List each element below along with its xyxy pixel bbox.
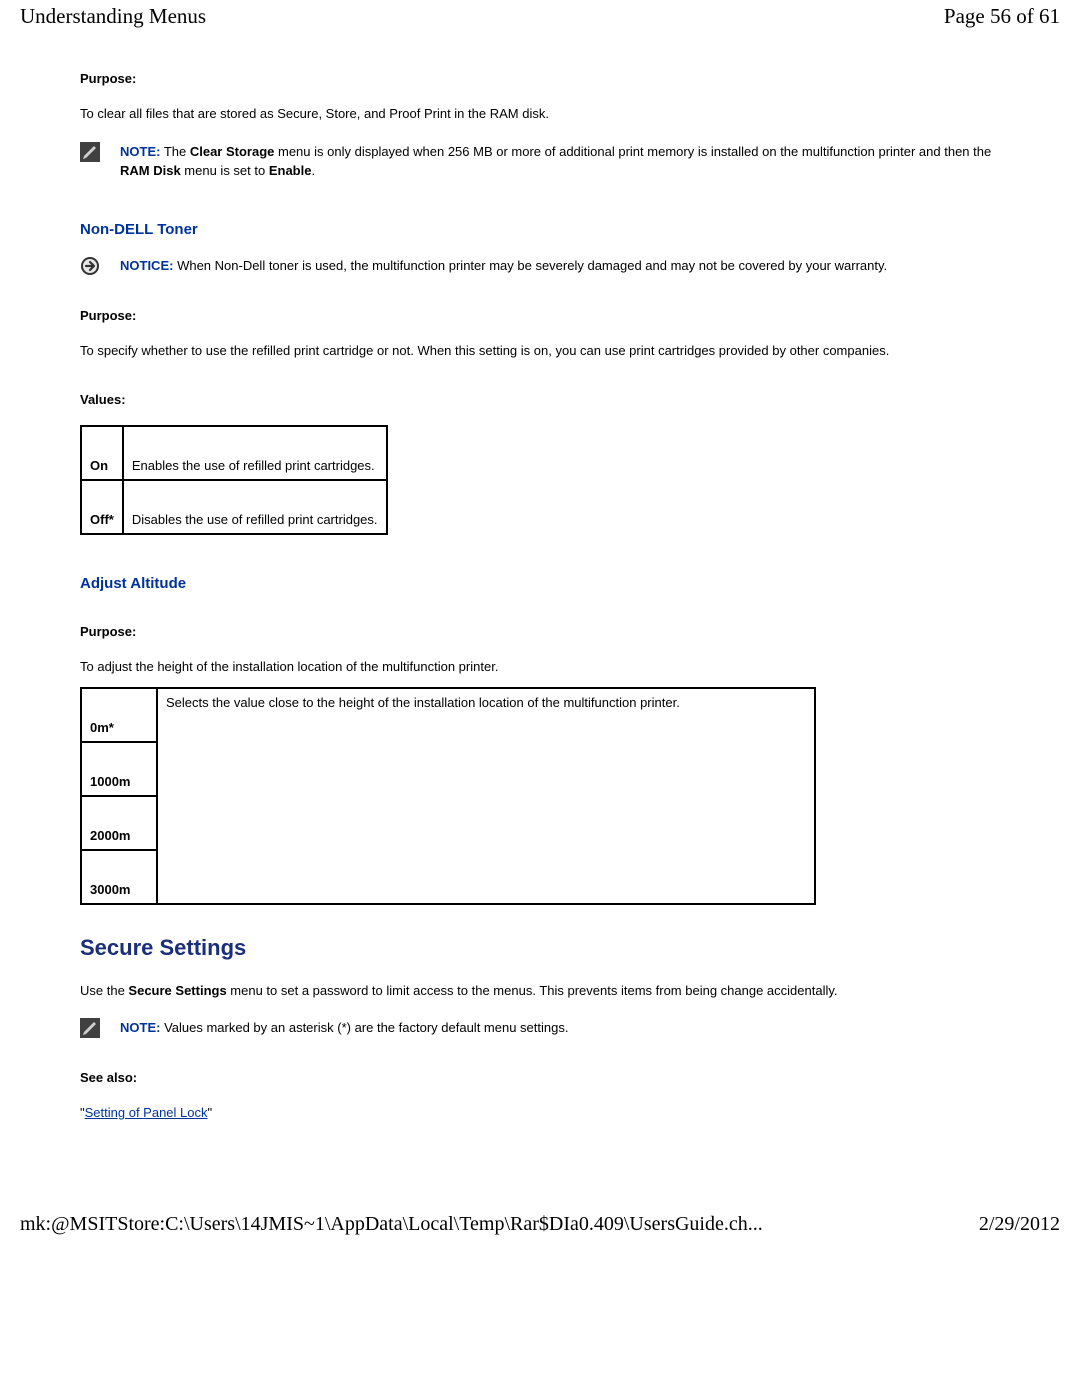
value-desc: Selects the value close to the height of… [157, 688, 815, 904]
value-desc: Disables the use of refilled print cartr… [123, 480, 387, 534]
value-label: 1000m [81, 742, 157, 796]
page-content: Purpose: To clear all files that are sto… [20, 71, 1060, 1123]
note-block: NOTE: The Clear Storage menu is only dis… [80, 142, 1000, 181]
notice-label: NOTICE: [120, 258, 173, 273]
heading-adjust-altitude: Adjust Altitude [80, 575, 1000, 592]
values-table-nondell: On Enables the use of refilled print car… [80, 425, 388, 535]
note-icon [80, 1018, 100, 1038]
note-text: NOTE: The Clear Storage menu is only dis… [106, 142, 1000, 181]
heading-secure-settings: Secure Settings [80, 935, 1000, 961]
note-text-secure: NOTE: Values marked by an asterisk (*) a… [106, 1018, 568, 1038]
page-header: Understanding Menus Page 56 of 61 [20, 0, 1060, 39]
value-label: 0m* [81, 688, 157, 742]
purpose-text-altitude: To adjust the height of the installation… [80, 657, 1000, 677]
page-footer: mk:@MSITStore:C:\Users\14JMIS~1\AppData\… [20, 1133, 1060, 1248]
table-row: 0m* Selects the value close to the heigh… [81, 688, 815, 742]
notice-icon [80, 256, 100, 276]
purpose-text-nondell: To specify whether to use the refilled p… [80, 341, 1000, 361]
secure-intro: Use the Secure Settings menu to set a pa… [80, 981, 1000, 1001]
page-indicator: Page 56 of 61 [944, 4, 1060, 29]
purpose-text: To clear all files that are stored as Se… [80, 104, 1000, 124]
heading-nondell-toner: Non-DELL Toner [80, 221, 1000, 238]
values-label-nondell: Values: [80, 392, 1000, 407]
note-icon [80, 142, 100, 162]
note-label: NOTE: [120, 1020, 160, 1035]
footer-path: mk:@MSITStore:C:\Users\14JMIS~1\AppData\… [20, 1213, 763, 1236]
value-label: Off* [81, 480, 123, 534]
purpose-label-altitude: Purpose: [80, 624, 1000, 639]
link-setting-panel-lock[interactable]: Setting of Panel Lock [85, 1105, 208, 1120]
purpose-label: Purpose: [80, 71, 1000, 86]
purpose-label-nondell: Purpose: [80, 308, 1000, 323]
value-label: 2000m [81, 796, 157, 850]
notice-block: NOTICE: When Non-Dell toner is used, the… [80, 256, 1000, 276]
value-label: 3000m [81, 850, 157, 904]
see-also-label: See also: [80, 1070, 1000, 1085]
value-label: On [81, 426, 123, 480]
table-row: Off* Disables the use of refilled print … [81, 480, 387, 534]
table-row: On Enables the use of refilled print car… [81, 426, 387, 480]
note-label: NOTE: [120, 144, 160, 159]
notice-text: NOTICE: When Non-Dell toner is used, the… [106, 256, 887, 276]
see-also-link-row: "Setting of Panel Lock" [80, 1103, 1000, 1123]
footer-date: 2/29/2012 [979, 1213, 1060, 1236]
value-desc: Enables the use of refilled print cartri… [123, 426, 387, 480]
note-block-secure: NOTE: Values marked by an asterisk (*) a… [80, 1018, 1000, 1038]
values-table-altitude: 0m* Selects the value close to the heigh… [80, 687, 816, 905]
header-title: Understanding Menus [20, 4, 206, 29]
